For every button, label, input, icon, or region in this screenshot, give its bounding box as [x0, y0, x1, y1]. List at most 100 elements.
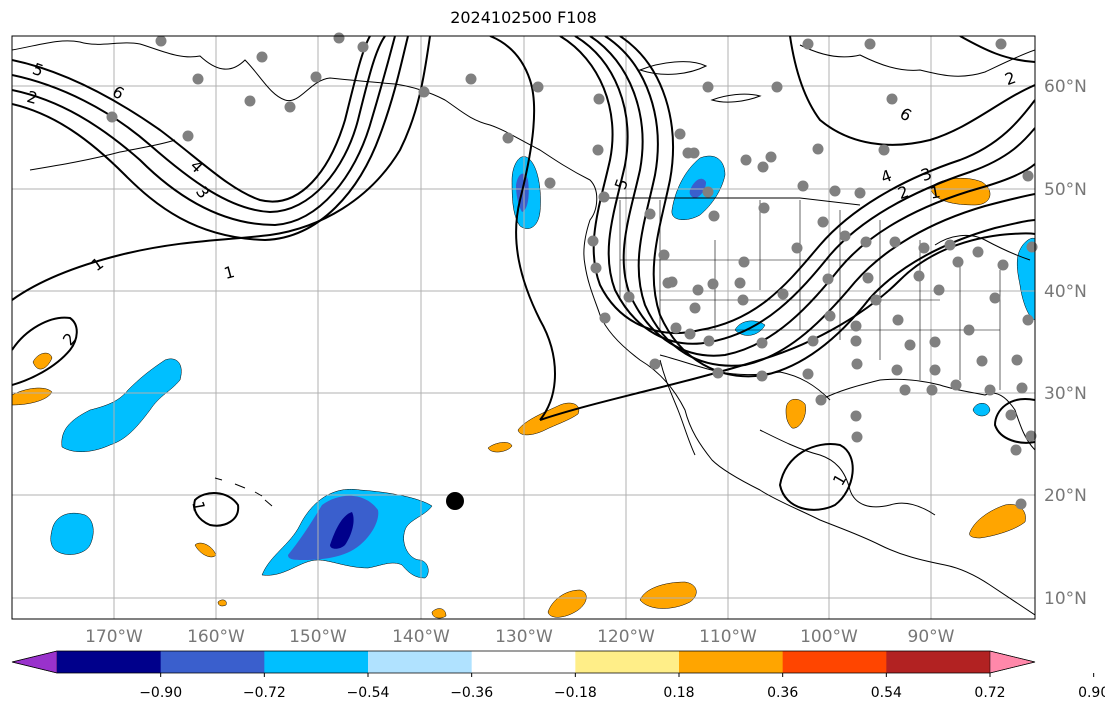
lat-label: 30°N — [1044, 384, 1087, 404]
us-canada-border — [600, 197, 861, 206]
station-dot — [758, 202, 770, 214]
station-dot — [918, 242, 930, 254]
station-dot — [1022, 170, 1034, 182]
station-dot — [815, 394, 827, 406]
positive-region-tiny-2 — [217, 599, 227, 607]
station-dot — [649, 358, 661, 370]
contour-western-ridge-4 — [12, 36, 409, 242]
station-dot — [839, 230, 851, 242]
mexico-coast — [759, 429, 936, 516]
station-dot — [807, 335, 819, 347]
arctic-island-2 — [710, 93, 762, 103]
contour-trough-1 — [559, 36, 1035, 334]
lat-label: 20°N — [1044, 486, 1087, 506]
contour-label: 2 — [895, 182, 911, 203]
station-dot — [933, 284, 945, 296]
colorbar-segment — [57, 651, 162, 673]
station-dot — [952, 256, 964, 268]
station-dot — [929, 364, 941, 376]
station-dot — [707, 278, 719, 290]
station-dot — [599, 312, 611, 324]
contour-western-ridge-2 — [12, 36, 386, 214]
station-dot — [757, 161, 769, 173]
station-dot — [891, 364, 903, 376]
colorbar-segment — [782, 651, 887, 673]
lon-label: 170°W — [85, 627, 143, 647]
station-dot — [738, 256, 750, 268]
station-dot — [688, 147, 700, 159]
station-dot — [829, 185, 841, 197]
colorbar-tick-label: 0.90 — [1078, 685, 1105, 701]
negative-core-montana — [689, 178, 706, 198]
station-dot — [702, 186, 714, 198]
contour-hawaii-loop — [193, 492, 240, 527]
station-dot — [244, 95, 256, 107]
contour-label: 3 — [192, 183, 213, 202]
station-dot — [465, 73, 477, 85]
station-dot — [851, 431, 863, 443]
station-dot — [155, 35, 167, 47]
station-dot — [623, 291, 635, 303]
contour-pacific-low — [12, 36, 431, 301]
positive-region-caribbean — [969, 504, 1026, 539]
station-dot — [1011, 354, 1023, 366]
positive-region-texas — [785, 398, 806, 429]
station-dot — [182, 130, 194, 142]
station-dot — [984, 384, 996, 396]
station-dot — [995, 38, 1007, 50]
great-lakes — [934, 234, 1031, 261]
contour-western-ridge-3 — [12, 36, 396, 227]
contour-label: 5 — [30, 59, 46, 80]
contour-label: 2 — [25, 87, 40, 108]
contour-label: 6 — [897, 104, 915, 126]
station-dot — [870, 294, 882, 306]
station-dot — [740, 154, 752, 166]
station-dot — [989, 292, 1001, 304]
station-dot — [850, 335, 862, 347]
colorbar-segment — [160, 651, 265, 673]
station-dot — [817, 216, 829, 228]
map-title: 2024102500 F108 — [450, 8, 597, 27]
station-dot — [802, 38, 814, 50]
station-dot — [1016, 382, 1028, 394]
colorbar-tick-label: 0.54 — [871, 685, 902, 701]
station-dot — [592, 144, 604, 156]
negative-region-gulf — [972, 403, 991, 417]
station-dot — [670, 322, 682, 334]
station-dot — [703, 335, 715, 347]
contour-label: 1 — [929, 182, 942, 202]
station-dot — [590, 262, 602, 274]
station-dot — [1015, 498, 1027, 510]
coastlines — [12, 40, 1035, 616]
lon-label: 100°W — [800, 627, 858, 647]
station-dot — [771, 81, 783, 93]
contour-trough-3 — [589, 36, 1035, 357]
colorbar-tick-label: 0.18 — [663, 685, 694, 701]
contour-mexico-loop — [778, 443, 854, 511]
positive-region-small-1 — [487, 442, 513, 453]
colorbar-min-arrow — [11, 650, 58, 674]
negative-center-central-pacific — [330, 512, 354, 549]
station-dot — [544, 177, 556, 189]
contour-western-ridge — [12, 36, 371, 203]
contour-trough-6 — [539, 232, 1035, 421]
lon-label: 110°W — [699, 627, 757, 647]
lat-label: 50°N — [1044, 180, 1087, 200]
station-markers — [106, 32, 1038, 510]
station-dot — [598, 191, 610, 203]
hawaii-islands — [214, 477, 273, 507]
lat-label: 10°N — [1044, 589, 1087, 609]
station-dot — [674, 128, 686, 140]
station-dot — [904, 339, 916, 351]
station-dot — [310, 71, 322, 83]
alaska-coast — [12, 40, 1035, 616]
negative-region-west-pacific — [61, 358, 182, 452]
station-dot — [357, 41, 369, 53]
station-dot — [587, 235, 599, 247]
station-dot — [1026, 241, 1038, 253]
baja-coast — [659, 359, 696, 456]
station-dot — [854, 187, 866, 199]
contour-label: 1 — [88, 254, 107, 275]
lon-label: 140°W — [392, 627, 450, 647]
positive-region-tiny — [431, 608, 447, 619]
